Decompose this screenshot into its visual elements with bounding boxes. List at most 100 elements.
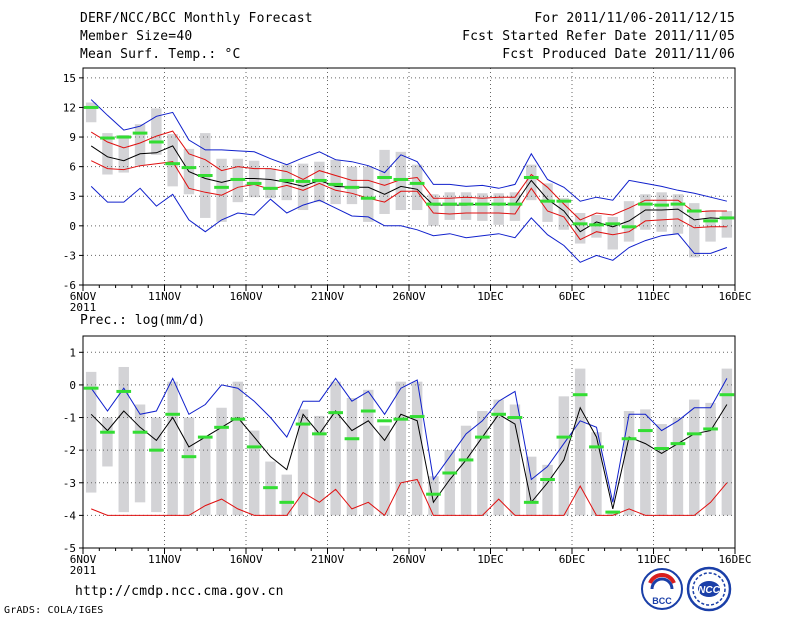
temp-min-line xyxy=(90,99,728,202)
prec-median-3 xyxy=(132,430,148,434)
prec-xtick-label: 21NOV xyxy=(311,553,344,566)
temp-box-34 xyxy=(640,194,651,230)
prec-xtick-label: 1DEC xyxy=(477,553,504,566)
prec-median-5 xyxy=(165,412,180,416)
temp-median-23 xyxy=(458,202,474,206)
temp-box-37 xyxy=(689,203,700,258)
temp-max-line xyxy=(90,186,728,263)
prec-box-21 xyxy=(428,476,439,516)
prec-box-27 xyxy=(526,456,537,516)
temp-box-21 xyxy=(428,194,439,226)
prec-box-6 xyxy=(183,417,195,516)
prec-ytick-label: -1 xyxy=(63,412,76,425)
temp-median-12 xyxy=(279,178,295,182)
bcc-logo-text: BCC xyxy=(652,596,672,606)
temp-box-22 xyxy=(444,192,455,220)
prec-box-26 xyxy=(509,404,521,516)
prec-median-31 xyxy=(589,445,604,449)
temp-box-11 xyxy=(265,168,276,199)
prec-box-0 xyxy=(85,371,97,493)
temp-xtick-label: 1DEC xyxy=(477,290,504,303)
prec-max-line xyxy=(90,377,728,503)
temp-median-26 xyxy=(507,202,523,206)
prec-median-36 xyxy=(670,442,686,446)
prec-spread-line xyxy=(91,478,728,517)
prec-box-12 xyxy=(281,474,292,516)
temp-median-17 xyxy=(360,196,376,200)
temp-ytick-label: -3 xyxy=(63,249,76,262)
temp-xtick-label: 11DEC xyxy=(637,290,670,303)
temp-median-31 xyxy=(589,223,604,227)
temp-ytick-label: 15 xyxy=(63,72,76,85)
prec-xtick-label: 11DEC xyxy=(637,553,670,566)
temp-xtick-label: 26NOV xyxy=(392,290,425,303)
temp-box-29 xyxy=(558,198,570,230)
grads-credit: GrADS: COLA/IGES xyxy=(4,605,104,616)
prec-box-4 xyxy=(151,417,162,513)
prec-box-36 xyxy=(672,417,684,516)
prec-box-2 xyxy=(118,366,129,513)
temp-box-1 xyxy=(102,133,113,175)
temp-median-34 xyxy=(638,202,653,206)
temp-box-27 xyxy=(526,164,537,201)
prec-panel-title: Prec.: log(mm/d) xyxy=(80,313,205,328)
prec-median-38 xyxy=(703,427,718,431)
prec-box-14 xyxy=(314,415,325,516)
temp-ytick-label: 3 xyxy=(69,190,76,203)
prec-mean-line xyxy=(90,404,728,510)
prec-ytick-label: 1 xyxy=(69,346,76,359)
temp-box-23 xyxy=(460,192,472,220)
temp-box-2 xyxy=(118,135,129,173)
prec-box-20 xyxy=(411,381,423,516)
prec-median-17 xyxy=(360,409,376,413)
temp-median-13 xyxy=(295,179,311,183)
temp-xtick-label: 16DEC xyxy=(718,290,751,303)
prec-median-16 xyxy=(344,437,360,441)
prec-median-13 xyxy=(295,422,311,426)
prec-box-8 xyxy=(216,407,227,516)
prec-box-30 xyxy=(574,368,586,516)
prec-box-23 xyxy=(460,425,472,516)
prec-xtick-label: 26NOV xyxy=(392,553,425,566)
ncc-logo: NCC xyxy=(686,566,732,612)
prec-median-33 xyxy=(621,437,637,441)
prec-median-18 xyxy=(377,419,392,423)
temp-box-30 xyxy=(574,212,586,244)
temp-box-26 xyxy=(509,192,521,221)
prec-median-11 xyxy=(263,486,278,490)
temp-box-36 xyxy=(672,194,684,234)
prec-ytick-label: -4 xyxy=(63,509,77,522)
temp-median-8 xyxy=(214,185,229,189)
prec-ytick-label: -3 xyxy=(63,477,76,490)
prec-median-14 xyxy=(312,432,327,436)
temp-box-25 xyxy=(493,193,504,225)
temp-median-33 xyxy=(621,225,637,229)
temp-median-20 xyxy=(409,181,425,185)
temp-median-39 xyxy=(719,216,735,220)
prec-xtick-label: 11NOV xyxy=(148,553,181,566)
prec-median-24 xyxy=(475,435,490,439)
chart-title: DERF/NCC/BCC Monthly Forecast xyxy=(80,11,313,26)
temp-median-28 xyxy=(540,199,555,203)
temp-median-30 xyxy=(572,222,588,226)
prec-median-28 xyxy=(540,478,555,482)
temp-median-18 xyxy=(377,175,392,179)
prec-box-22 xyxy=(444,450,455,516)
prec-median-20 xyxy=(409,415,425,419)
prec-box-17 xyxy=(363,389,374,516)
temp-median-1 xyxy=(100,136,115,140)
prec-median-9 xyxy=(230,417,246,421)
prec-median-4 xyxy=(149,448,164,452)
prec-box-29 xyxy=(558,396,570,516)
bcc-logo: BCC xyxy=(641,568,683,610)
temp-box-5 xyxy=(167,134,178,187)
prec-median-1 xyxy=(100,430,115,434)
prec-box-1 xyxy=(102,417,113,467)
temp-median-9 xyxy=(230,177,246,181)
temp-median-3 xyxy=(132,131,148,135)
temp-box-38 xyxy=(705,210,716,242)
prec-median-27 xyxy=(523,500,539,504)
temp-box-0 xyxy=(85,102,97,123)
source-url[interactable]: http://cmdp.ncc.cma.gov.cn xyxy=(75,584,284,599)
